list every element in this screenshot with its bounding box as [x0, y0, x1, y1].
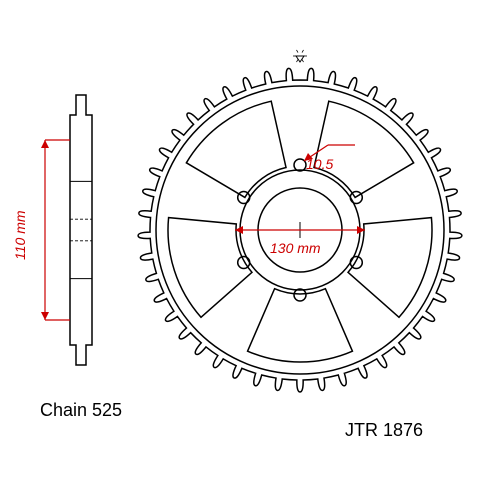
- bolt-hole: [238, 257, 250, 269]
- bcd-dimension-text: 130 mm: [270, 240, 321, 256]
- sprocket-cutout: [186, 101, 286, 197]
- side-height-text: 110 mm: [12, 210, 28, 260]
- bolt-hole: [294, 289, 306, 301]
- side-view-profile: [70, 95, 92, 365]
- chain-spec-label: Chain 525: [40, 400, 122, 421]
- sprocket-cutout: [314, 101, 414, 197]
- bolt-hole: [350, 257, 362, 269]
- bolt-dia-text: 10.5: [306, 156, 333, 172]
- sprocket-cutout: [248, 289, 353, 362]
- part-number-label: JTR 1876: [345, 420, 423, 441]
